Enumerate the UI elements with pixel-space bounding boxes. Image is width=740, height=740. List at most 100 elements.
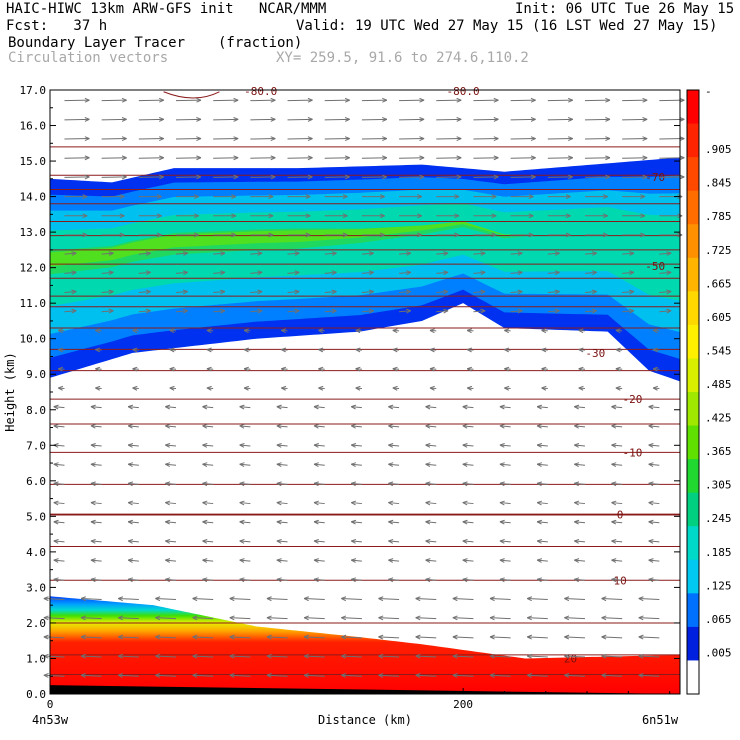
vector-arrow-head <box>601 653 607 659</box>
vector-arrow <box>473 157 499 159</box>
vector-arrow-head <box>229 673 235 678</box>
vector-arrow-head <box>425 423 431 429</box>
vector-arrow-head <box>43 634 49 640</box>
vector-arrow-head <box>611 443 617 448</box>
vector-arrow <box>138 310 151 313</box>
vector-arrow <box>304 655 325 658</box>
vector-arrow <box>165 578 177 581</box>
vector-arrow-head <box>53 423 59 429</box>
vector-arrow <box>118 617 139 620</box>
vector-arrow <box>90 406 102 409</box>
vector-arrow-head <box>536 558 543 563</box>
y-tick-label: 3.0 <box>26 581 46 594</box>
vector-arrow-head <box>462 423 468 429</box>
colorbar-label: .305 <box>705 479 732 492</box>
vector-arrow-head <box>466 366 473 372</box>
vector-arrow-head <box>452 615 458 621</box>
vector-arrow <box>341 597 362 600</box>
vector-arrow <box>351 444 362 447</box>
vector-arrow-head <box>169 366 175 372</box>
vector-arrow-head <box>429 366 435 372</box>
colorbar-swatch <box>687 559 699 594</box>
vector-arrow <box>510 118 536 121</box>
colorbar-swatch <box>687 459 699 494</box>
vector-arrow <box>43 617 65 620</box>
vector-arrow <box>266 636 288 639</box>
vector-arrow-head <box>578 366 584 372</box>
vector-arrow <box>101 271 114 274</box>
vector-arrow-head <box>382 117 388 122</box>
vector-arrow <box>213 271 226 274</box>
vector-arrow <box>378 636 400 639</box>
vector-arrow-head <box>611 577 617 583</box>
vector-arrow-head <box>591 251 598 256</box>
vector-arrow <box>510 176 536 178</box>
vector-arrow <box>537 502 548 505</box>
vector-arrow-head <box>564 673 570 678</box>
vector-arrow-head <box>378 596 384 602</box>
vector-arrow-head <box>638 653 644 659</box>
vector-arrow <box>574 540 586 543</box>
vector-arrow-head <box>591 289 598 295</box>
vector-arrow-head <box>355 347 361 353</box>
colorbar-label: .905 <box>705 143 732 156</box>
vector-arrow-head <box>132 347 138 353</box>
vector-arrow-head <box>517 270 523 276</box>
vector-arrow-head <box>57 328 64 334</box>
vector-arrow-head <box>268 232 274 238</box>
vector-arrow-head <box>489 615 495 621</box>
vector-arrow <box>584 118 610 121</box>
vector-arrow-head <box>489 673 495 678</box>
x-tick-label: 0 <box>47 698 54 711</box>
colorbar-swatch <box>687 425 699 460</box>
vector-arrow <box>638 617 660 620</box>
vector-arrow <box>324 138 350 140</box>
vector-arrow <box>499 463 511 466</box>
vector-arrow <box>128 559 139 562</box>
vector-arrow <box>175 157 202 159</box>
field-units: (fraction) <box>218 35 303 51</box>
vector-arrow <box>489 597 511 600</box>
vector-arrow <box>462 406 474 409</box>
vector-arrow <box>313 425 325 428</box>
vector-arrow-head <box>158 136 165 142</box>
vector-arrow-head <box>90 443 96 448</box>
vector-arrow-head <box>220 251 226 256</box>
vector-arrow <box>341 617 362 620</box>
vector-arrow-head <box>443 289 449 295</box>
vector-arrow <box>611 559 623 562</box>
vector-arrow-head <box>504 347 510 353</box>
vector-arrow-head <box>611 519 617 525</box>
vector-arrow-head <box>480 289 486 295</box>
vector-arrow-head <box>220 289 226 295</box>
vector-arrow-head <box>57 385 64 391</box>
vector-arrow-head <box>517 289 523 295</box>
vector-arrow-head <box>605 97 611 103</box>
vector-arrow-head <box>605 155 611 161</box>
vector-arrow-head <box>415 673 421 678</box>
vector-arrow-head <box>318 385 324 391</box>
x-end-label-left: 4n53w <box>32 713 69 727</box>
vector-arrow <box>304 617 325 620</box>
vector-arrow-head <box>350 423 357 429</box>
vector-arrow-head <box>350 443 357 448</box>
vector-arrow <box>287 310 300 313</box>
vector-arrow <box>213 99 239 102</box>
vector-arrow-head <box>313 500 319 506</box>
vector-arrow <box>648 406 660 409</box>
vector-arrow <box>462 444 474 447</box>
vector-arrow <box>165 540 177 543</box>
vector-arrow-head <box>605 174 611 180</box>
vector-arrow <box>287 157 313 159</box>
vector-arrow <box>648 578 660 581</box>
vector-arrow-head <box>417 194 423 199</box>
vector-arrow-head <box>276 481 282 487</box>
contour-label: -70 <box>645 171 665 184</box>
vector-arrow-head <box>601 673 607 678</box>
vector-arrow-head <box>331 308 337 314</box>
vector-arrow-head <box>233 97 239 103</box>
vector-arrow-head <box>145 308 151 314</box>
vector-arrow <box>229 636 251 639</box>
vector-arrow-head <box>71 289 77 295</box>
vector-arrow <box>584 99 610 102</box>
